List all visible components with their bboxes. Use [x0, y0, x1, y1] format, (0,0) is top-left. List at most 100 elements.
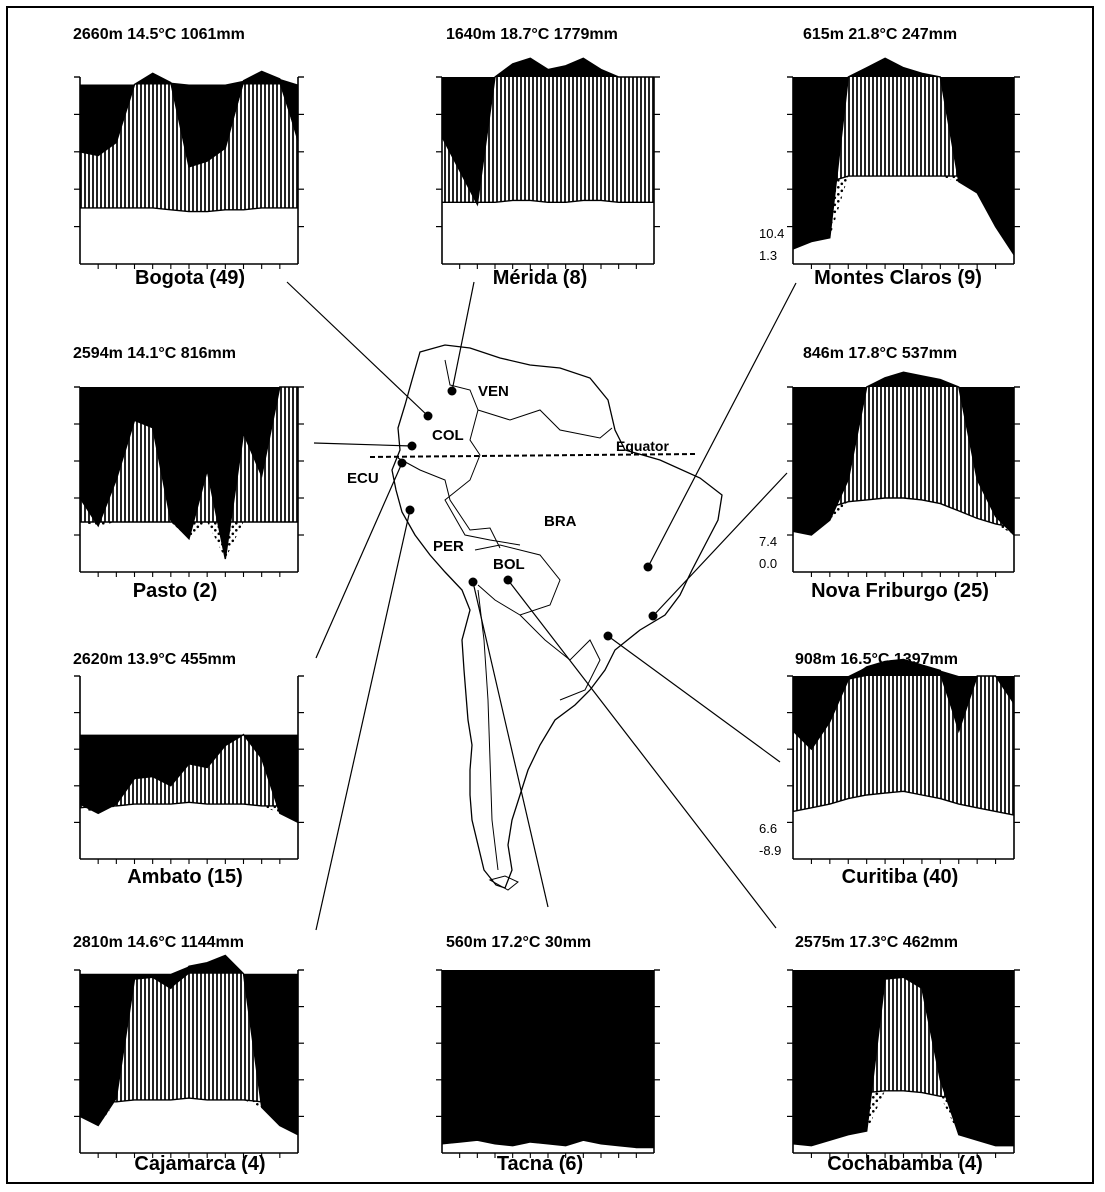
border-bol [474, 544, 561, 616]
leader-pasto [313, 442, 413, 447]
temperature-curve [79, 801, 299, 809]
humid-area [793, 977, 1014, 1108]
temperature-curve [792, 497, 1015, 529]
humid-area [80, 71, 298, 212]
leader-ambato [315, 462, 403, 659]
panel-header: 560m 17.2°C 30mm [446, 934, 591, 951]
climate-panel-bogota: 2660m 14.5°C 1061mm Bogota (49) [73, 26, 304, 289]
climate-panel-tacna: 560m 17.2°C 30mm Tacna (6) [436, 934, 660, 1175]
precipitation-curve [79, 733, 299, 824]
precipitation-curve [792, 57, 1015, 256]
axis-label-min: -8.9 [759, 843, 781, 858]
perhumid-area [442, 58, 654, 205]
climate-panel-cajamarca: 2810m 14.6°C 1144mm Cajamarca (4) [73, 934, 304, 1175]
precipitation-curve [441, 1139, 654, 1149]
temperature-curve [442, 199, 654, 204]
perhumid-area [442, 970, 654, 1148]
leader-cochabamba [507, 579, 777, 929]
precipitation-curve [792, 976, 1014, 1147]
humid-area [793, 372, 1014, 528]
perhumid-area [80, 387, 298, 559]
temperature-curve [80, 1097, 298, 1103]
climate-panel-merida: 1640m 18.7°C 1779mm Mérida (8) [436, 26, 660, 289]
humid-area [793, 58, 1014, 193]
panel-header: 2810m 14.6°C 1144mm [73, 934, 244, 951]
country-label-col: COL [432, 427, 464, 444]
temperature-curve [792, 790, 1015, 816]
south-america-map: Equator VEN COL ECU PER BOL BRA [286, 281, 797, 931]
climate-panel-pasto: 2594m 14.1°C 816mm Pasto (2) [73, 345, 304, 602]
station-title: Montes Claros (9) [814, 267, 982, 289]
precipitation-curve [441, 57, 654, 207]
station-title: Bogota (49) [135, 267, 245, 289]
panel-header: 1640m 18.7°C 1779mm [446, 26, 618, 43]
station-title: Pasto (2) [133, 580, 217, 602]
panel-header: 2620m 13.9°C 455mm [73, 651, 236, 668]
leader-merida [451, 281, 475, 392]
precipitation-curve [79, 70, 299, 168]
panel-header: 615m 21.8°C 247mm [803, 26, 957, 43]
panel-header: 2594m 14.1°C 816mm [73, 345, 236, 362]
axis-label-max: 10.4 [759, 226, 784, 241]
station-title: Mérida (8) [493, 267, 587, 289]
climate-panel-montes: 615m 21.8°C 247mm 10.4 1.3 Montes Claros (9… [759, 26, 1020, 289]
precipitation-curve [79, 954, 299, 1136]
station-title: Cochabamba (4) [827, 1153, 983, 1175]
continent-outline [391, 344, 723, 889]
axis-label-max: 7.4 [759, 534, 777, 549]
leader-montes-claros [647, 282, 797, 568]
station-title: Cajamarca (4) [134, 1153, 265, 1175]
leader-curitiba [607, 635, 781, 763]
panel-header: 2660m 14.5°C 1061mm [73, 26, 245, 43]
humid-area [793, 659, 1014, 816]
country-label-ven: VEN [478, 383, 509, 400]
leader-lines [286, 281, 797, 931]
island-tierra-del-fuego [488, 875, 519, 891]
perhumid-area [793, 58, 1014, 255]
axis-label-min: 1.3 [759, 248, 777, 263]
perhumid-area [80, 955, 298, 1135]
leader-bogota [286, 281, 429, 417]
leader-tacna [472, 581, 549, 908]
humid-area [442, 58, 654, 203]
axis-label-max: 6.6 [759, 821, 777, 836]
border-chile-arg [477, 589, 499, 871]
station-title: Curitiba (40) [842, 866, 959, 888]
precipitation-curve [792, 658, 1015, 751]
temperature-curve [80, 207, 298, 213]
station-title: Tacna (6) [497, 1153, 583, 1175]
leader-nova-friburgo [652, 472, 788, 617]
precipitation-curve [792, 371, 1015, 536]
perhumid-area [793, 659, 1014, 750]
figure-frame [6, 6, 1094, 1184]
station-title: Nova Friburgo (25) [811, 580, 989, 602]
panel-header: 2575m 17.3°C 462mm [795, 934, 958, 951]
temperature-curve [792, 175, 1015, 194]
temperature-curve [441, 1080, 655, 1107]
perhumid-area [793, 372, 1014, 535]
equator-label: Equator [616, 438, 669, 454]
temperature-curve [792, 1090, 1015, 1108]
country-label-bol: BOL [493, 556, 525, 573]
border-arg-par-uru [519, 614, 601, 701]
station-title: Ambato (15) [127, 866, 243, 888]
country-label-ecu: ECU [347, 470, 379, 487]
leader-cajamarca [315, 509, 411, 931]
border-col-ecu-per [397, 457, 501, 549]
perhumid-area [80, 734, 298, 823]
climate-panel-cochabamba: 2575m 17.3°C 462mm Cochabamba (4) [787, 934, 1020, 1175]
country-label-bra: BRA [544, 513, 577, 530]
country-label-per: PER [433, 538, 464, 555]
border-ven-col [444, 359, 481, 456]
axis-label-min: 0.0 [759, 556, 777, 571]
border-ven-bra [477, 409, 613, 439]
perhumid-area [793, 970, 1014, 1146]
perhumid-area [80, 71, 298, 167]
humid-area [80, 955, 298, 1102]
climate-panels: 2660m 14.5°C 1061mm Bogota (49) 1640m 18.7… [73, 26, 1020, 1175]
panel-header: 846m 17.8°C 537mm [803, 345, 957, 362]
climate-panel-ambato: 2620m 13.9°C 455mm Ambato (15) [73, 651, 304, 888]
equator-line [369, 453, 696, 458]
